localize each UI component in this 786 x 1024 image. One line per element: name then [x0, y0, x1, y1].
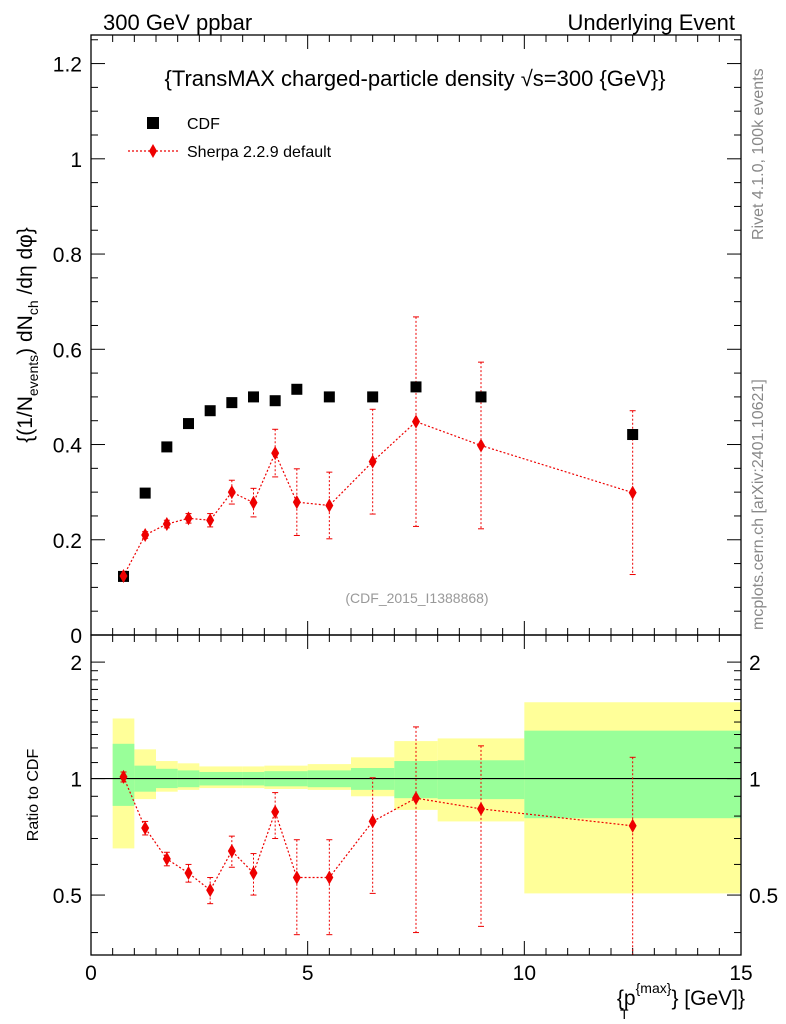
cdf-point [291, 383, 303, 395]
legend-cdf-label: CDF [187, 116, 220, 133]
mc-point [162, 517, 171, 532]
cdf-point [367, 391, 379, 403]
main-plot: 0 0.2 0.4 0.6 0.8 1 1.2 [53, 34, 742, 955]
ratio-mc-point [368, 814, 377, 829]
mc-point [271, 446, 280, 461]
y-tick-label: 0.2 [53, 530, 82, 553]
main-ylabel: {(1/Nevents) dNch /dη dφ} [14, 227, 41, 443]
cdf-point [475, 391, 487, 403]
ratio-mc-point [206, 883, 215, 898]
ratio-mc-point [119, 769, 128, 784]
x-tick-label: 0 [85, 962, 97, 985]
ratio-mc-point [292, 870, 301, 885]
mc-point [477, 438, 485, 453]
cdf-point [248, 391, 259, 403]
mc-point [249, 495, 258, 510]
cdf-point [627, 429, 639, 441]
ratio-y-tick-label: 2 [70, 652, 82, 675]
mc-point [119, 568, 128, 583]
legend-cdf-marker [147, 117, 159, 129]
x-axis-label: {p{max}} [GeV]} [617, 980, 745, 1010]
mc-point [141, 528, 150, 542]
ratio-mc-point [325, 870, 334, 885]
y-tick-label: 0.8 [53, 244, 82, 267]
cdf-point [204, 405, 216, 417]
mc-point [206, 513, 215, 528]
ratio-mc-point [271, 804, 280, 819]
x-axis-label-sub: T [620, 1006, 629, 1022]
ratio-mc-point [184, 866, 193, 881]
y-tick-label: 0.4 [53, 435, 83, 458]
cdf-point [139, 487, 151, 499]
mcplots-label: mcplots.cern.ch [arXiv:2401.10621] [750, 379, 767, 630]
header-left: 300 GeV ppbar [103, 10, 252, 35]
y-tick-label: 0.6 [53, 339, 82, 362]
ratio-y-tick-label-right: 2 [749, 652, 761, 675]
x-tick-label: 10 [513, 962, 536, 985]
y-tick-label: 1 [70, 149, 82, 172]
mc-series-line [122, 420, 633, 577]
y-tick-label: 1.2 [53, 54, 82, 77]
ratio-plot: 0 5 10 15 0.5 0.5 1 1 2 2 [53, 634, 778, 985]
analysis-watermark: (CDF_2015_I1388868) [345, 590, 488, 606]
ratio-mc-point [628, 818, 637, 833]
cdf-point [183, 418, 194, 430]
x-tick-label: 15 [729, 962, 752, 985]
ratio-mc-line [122, 776, 633, 892]
ratio-y-tick-label-right: 1 [749, 769, 761, 792]
mc-point [368, 454, 377, 469]
ratio-ylabel: Ratio to CDF [25, 749, 42, 842]
mc-point [227, 485, 236, 500]
ratio-mc-point [249, 866, 258, 881]
legend-mc-label: Sherpa 2.2.9 default [187, 144, 332, 161]
cdf-point [269, 395, 281, 407]
y-tick-label: 0 [70, 625, 82, 648]
cdf-point [410, 381, 422, 393]
ratio-y-tick-label: 0.5 [53, 885, 82, 908]
ratio-y-tick-label: 1 [70, 769, 82, 792]
cdf-point [161, 441, 173, 453]
mc-point [412, 414, 420, 429]
x-tick-label: 5 [302, 962, 314, 985]
ratio-y-tick-label-right: 0.5 [749, 885, 778, 908]
mc-point [292, 495, 301, 510]
ratio-mc-point [412, 791, 420, 806]
ratio-frame [90, 634, 742, 956]
mc-point [184, 511, 193, 526]
cdf-point [323, 391, 335, 403]
ratio-mc-point [141, 821, 150, 836]
plot-title: {TransMAX charged-particle density √s=30… [164, 66, 665, 91]
mc-point [628, 485, 637, 500]
ratio-mc-point [162, 851, 171, 866]
rivet-label: Rivet 4.1.0, 100k events [750, 68, 767, 240]
legend-mc-marker [149, 144, 157, 158]
mc-point [325, 498, 334, 513]
ratio-mc-point [477, 801, 485, 816]
cdf-point [226, 397, 238, 409]
ratio-mc-point [227, 843, 236, 858]
header-right: Underlying Event [567, 10, 735, 35]
